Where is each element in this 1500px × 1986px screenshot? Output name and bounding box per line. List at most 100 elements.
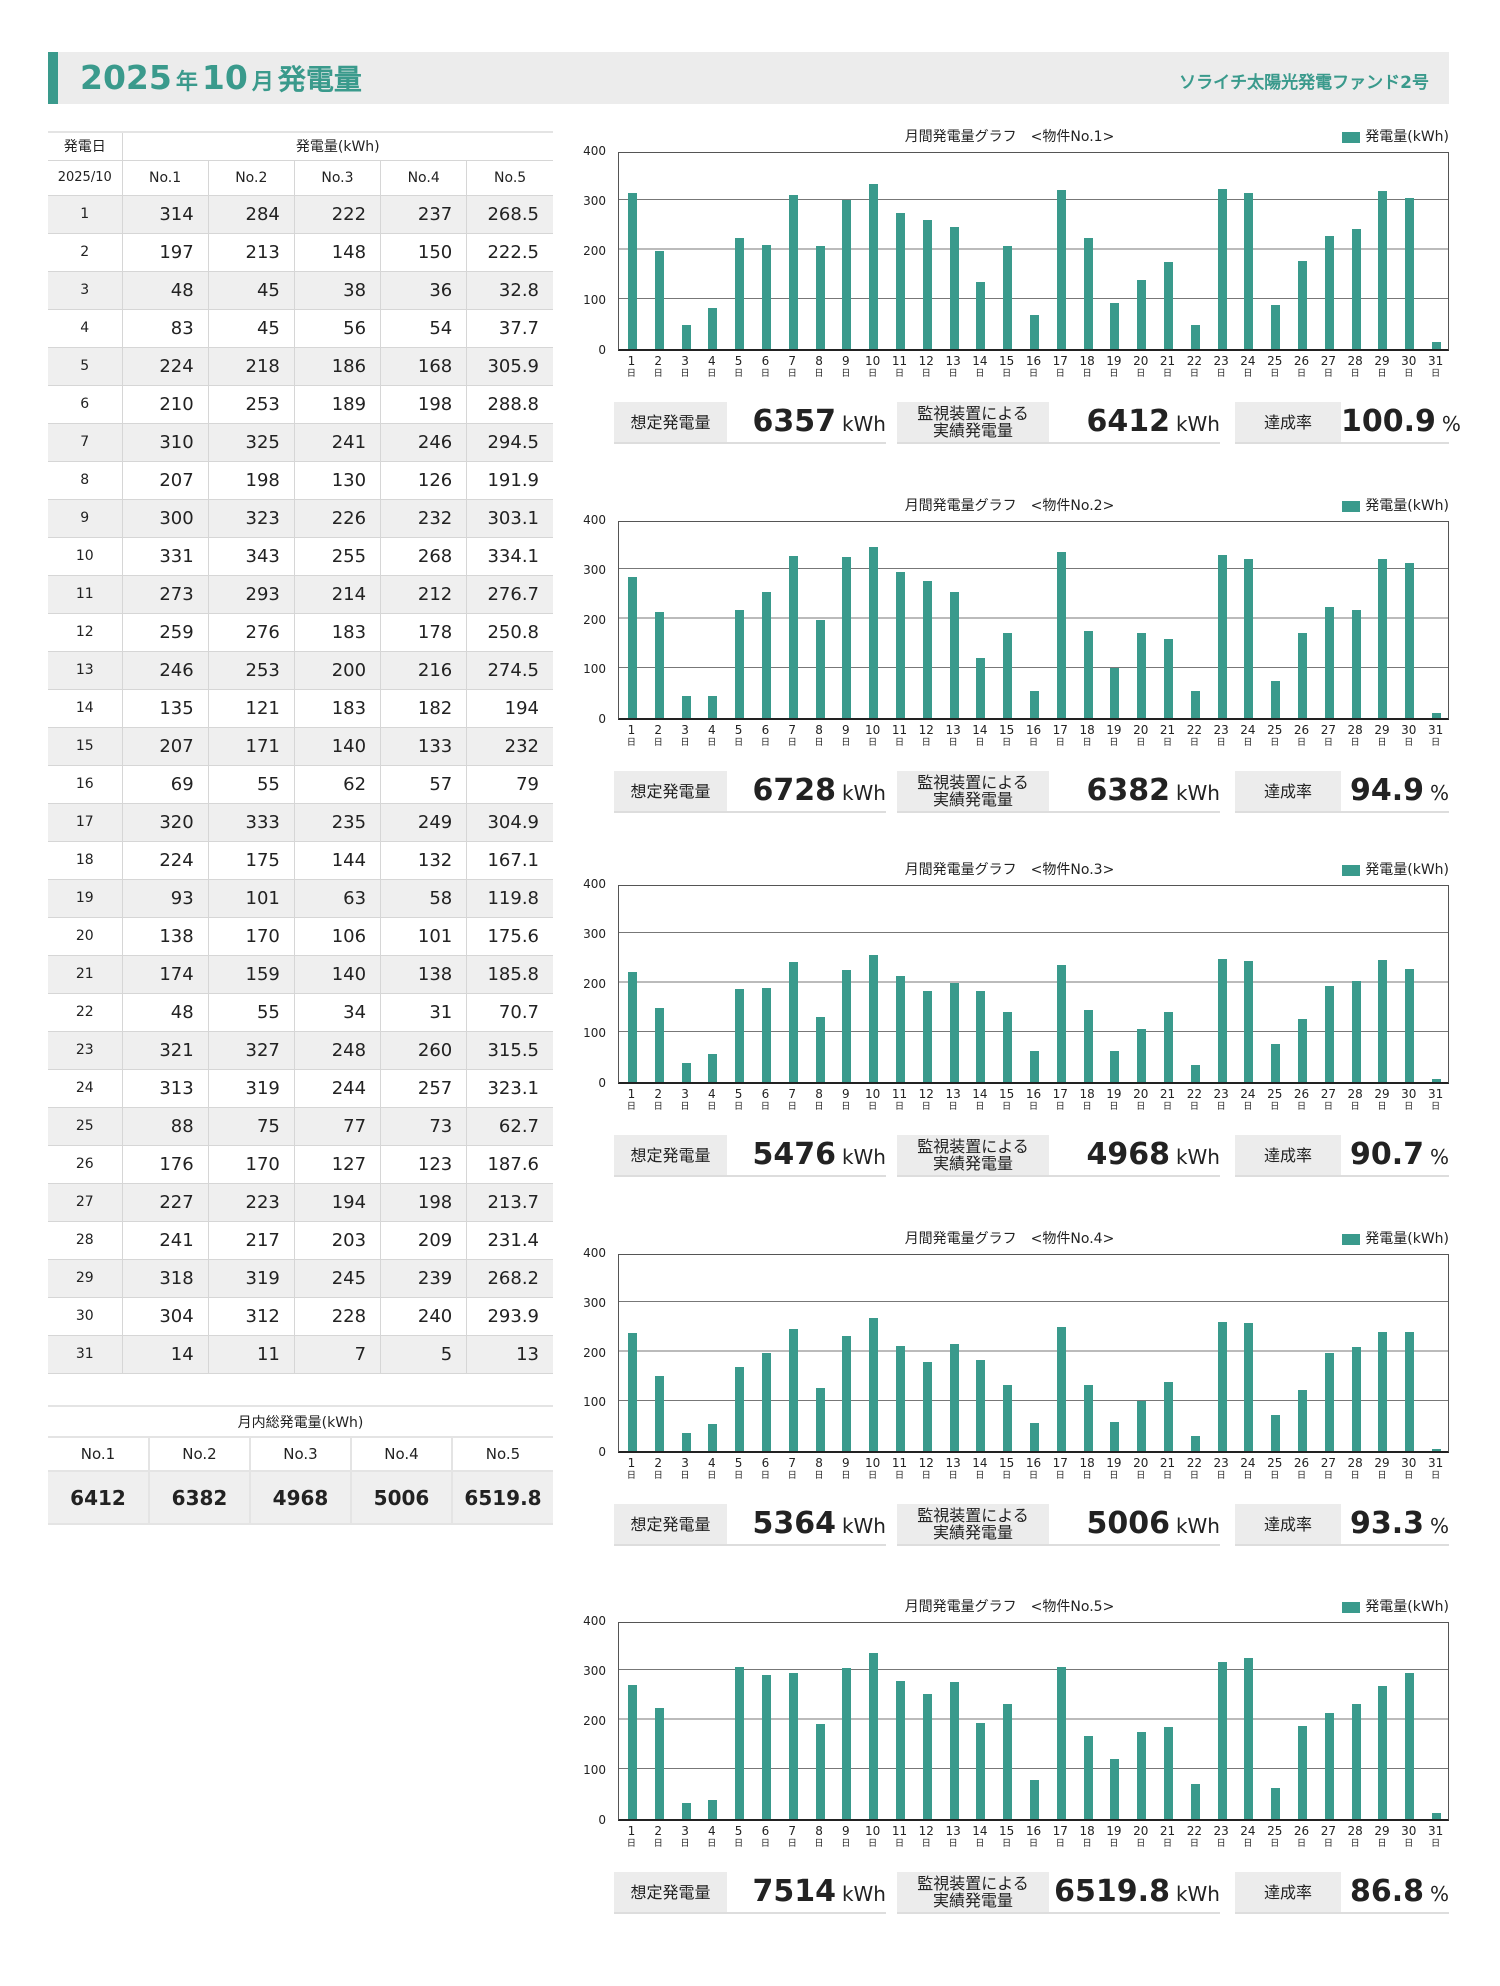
x-tick-label: 29 日 (1368, 1457, 1395, 1483)
bar-day-12 (922, 1362, 932, 1451)
day-suffix: 日 (814, 369, 824, 379)
cell-no3: 183 (293, 689, 381, 728)
bar-day-20 (1137, 1029, 1147, 1082)
x-tick-label: 28 日 (1342, 355, 1369, 381)
chart-plot-area (618, 521, 1449, 720)
y-tick-label: 200 (583, 243, 606, 258)
table-row: 19 93 101 63 58 119.8 (48, 879, 553, 918)
cell-no1: 207 (121, 461, 209, 500)
x-tick-label: 21 日 (1154, 355, 1181, 381)
bar-day-13 (949, 1682, 959, 1819)
bar-day-5 (735, 989, 745, 1082)
bar-day-17 (1056, 189, 1066, 349)
day-suffix: 日 (1404, 738, 1414, 748)
cell-no2: 223 (207, 1183, 295, 1222)
cell-no4: 209 (380, 1221, 467, 1260)
cell-no3: 248 (293, 1031, 381, 1070)
actual-unit: kWh (1175, 412, 1220, 436)
bar-day-24 (1244, 1658, 1254, 1819)
y-tick-label: 300 (583, 1663, 606, 1678)
bar-day-8 (815, 1017, 825, 1082)
rate-label: 達成率 (1235, 1135, 1341, 1175)
bar-day-30 (1405, 197, 1415, 349)
day-suffix: 日 (1377, 738, 1387, 748)
bar-day-10 (869, 955, 879, 1082)
day-suffix: 日 (1323, 738, 1333, 748)
day-suffix: 日 (1136, 1839, 1146, 1849)
x-tick-label: 23 日 (1208, 1825, 1235, 1851)
rate-number: 94.9 (1349, 773, 1424, 808)
cell-day: 30 (48, 1297, 122, 1336)
day-suffix: 日 (948, 1471, 958, 1481)
bar-day-11 (895, 572, 905, 718)
day-suffix: 日 (868, 1839, 878, 1849)
chart-stats: 想定発電量 6728 kWh 監視装置による実績発電量 6382 kWh 達成率 94.9% (614, 771, 1449, 813)
col-header-no2: No.2 (207, 160, 295, 196)
cell-no1: 93 (121, 879, 209, 918)
stat-underline (897, 1175, 1220, 1177)
actual-label: 監視装置による実績発電量 (897, 771, 1049, 811)
bar-day-25 (1271, 1414, 1281, 1451)
x-tick-label: 23 日 (1208, 1088, 1235, 1114)
cell-no4: 182 (380, 689, 467, 728)
bar-day-22 (1190, 325, 1200, 349)
x-tick-label: 23 日 (1208, 355, 1235, 381)
day-suffix: 日 (1136, 738, 1146, 748)
day-suffix: 日 (1189, 1471, 1199, 1481)
bar-day-9 (842, 199, 852, 349)
y-tick-label: 400 (583, 144, 606, 158)
chart-stats: 想定発電量 5364 kWh 監視装置による実績発電量 5006 kWh 達成率 93.3% (614, 1504, 1449, 1546)
table-row: 5 224 218 186 168 305.9 (48, 347, 553, 386)
actual-value: 6382 kWh (1049, 771, 1220, 811)
cell-no1: 207 (121, 727, 209, 766)
cell-no5: 167.1 (466, 841, 553, 880)
daily-generation-table: 発電日 発電量(kWh) 2025/10 No.1 No.2 No.3 No.4 No.5 … (48, 131, 553, 1374)
bar-day-1 (627, 192, 637, 349)
cell-day: 7 (48, 423, 122, 462)
actual-number: 6412 (1086, 404, 1170, 439)
x-tick-label: 12 日 (913, 1457, 940, 1483)
expected-value: 5476 kWh (727, 1135, 886, 1175)
cell-no2: 284 (207, 195, 295, 234)
x-tick-label: 14 日 (966, 1088, 993, 1114)
day-suffix: 日 (626, 369, 636, 379)
day-suffix: 日 (760, 1471, 770, 1481)
day-suffix: 日 (1055, 1471, 1065, 1481)
day-suffix: 日 (734, 1839, 744, 1849)
bar-day-28 (1351, 1703, 1361, 1819)
cell-no1: 304 (121, 1297, 209, 1336)
y-tick-label: 100 (583, 1763, 606, 1778)
fund-name: ソライチ太陽光発電ファンド2号 (1179, 73, 1429, 93)
day-suffix: 日 (1431, 738, 1441, 748)
cell-no1: 210 (121, 385, 209, 424)
day-suffix: 日 (1216, 1102, 1226, 1112)
cell-no5: 191.9 (466, 461, 553, 500)
y-tick-label: 100 (583, 1395, 606, 1410)
bar-day-16 (1030, 314, 1039, 349)
cell-no2: 325 (207, 423, 295, 462)
x-tick-label: 24 日 (1234, 1457, 1261, 1483)
bar-day-18 (1083, 630, 1093, 718)
cell-no3: 7 (293, 1335, 381, 1374)
bar-day-25 (1271, 1787, 1281, 1819)
cell-no5: 293.9 (466, 1297, 553, 1336)
cell-no1: 310 (121, 423, 209, 462)
day-suffix: 日 (734, 1471, 744, 1481)
legend-label: 発電量(kWh) (1365, 1231, 1449, 1247)
x-tick-label: 27 日 (1315, 1825, 1342, 1851)
expected-number: 5476 (752, 1137, 836, 1172)
x-tick-label: 19 日 (1100, 1457, 1127, 1483)
table-row: 21 174 159 140 138 185.8 (48, 955, 553, 994)
stat-underline (897, 1544, 1220, 1546)
day-suffix: 日 (707, 1471, 717, 1481)
bar-day-19 (1110, 1050, 1120, 1082)
day-suffix: 日 (1109, 1471, 1119, 1481)
day-suffix: 日 (1163, 1102, 1173, 1112)
cell-day: 6 (48, 385, 122, 424)
cell-no3: 148 (293, 233, 381, 272)
